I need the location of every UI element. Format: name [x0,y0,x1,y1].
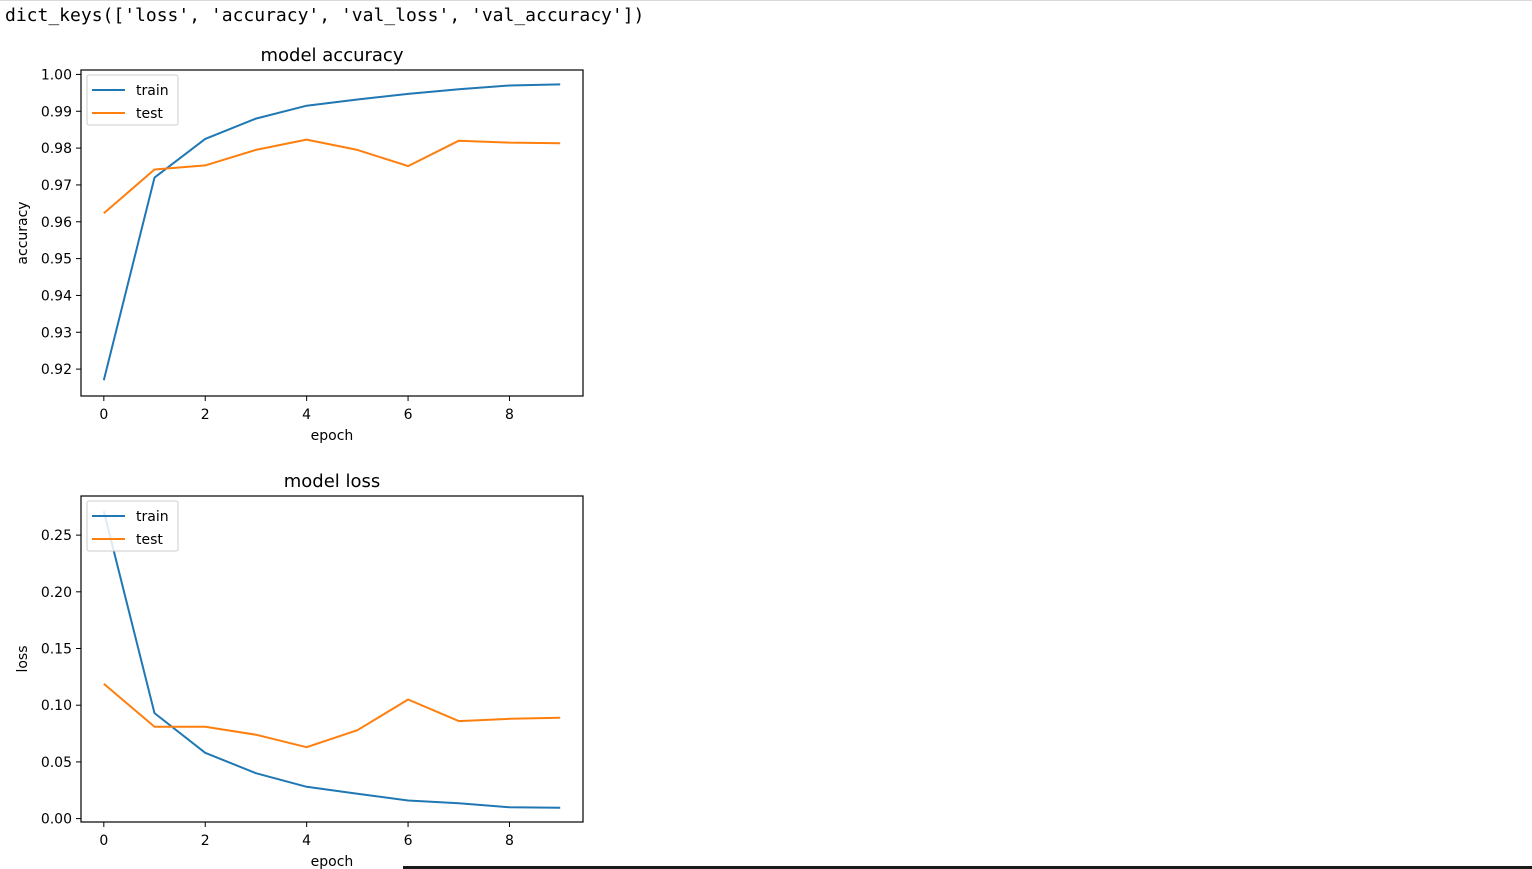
accuracy-ytick-label: 0.96 [41,215,72,231]
accuracy-ytick-label: 0.97 [41,178,72,194]
loss-xtick-label: 8 [505,833,514,849]
loss-xtick-label: 0 [99,833,108,849]
accuracy-yaxis-label: accuracy [15,201,31,264]
accuracy-legend-label-test: test [136,106,163,122]
loss-yaxis-label: loss [15,645,31,672]
loss-ytick-label: 0.05 [41,755,72,771]
accuracy-xtick-label: 4 [302,407,311,423]
loss-ytick-label: 0.10 [41,698,72,714]
accuracy-title: model accuracy [261,45,404,66]
accuracy-legend: train test [86,74,179,126]
accuracy-xaxis-label: epoch [311,428,354,444]
loss-ytick-label: 0.20 [41,585,72,601]
loss-ytick-label: 0.15 [41,642,72,658]
loss-legend-label-train: train [136,509,169,525]
loss-ytick-label: 0.00 [41,812,72,828]
loss-plot-frame [80,495,584,823]
accuracy-series-test-line [103,138,561,215]
loss-series-train-line [102,511,561,809]
accuracy-ytick-label: 0.98 [41,141,72,157]
accuracy-chart: model accuracy 0.92 0.93 0.94 0.95 0.96 0.97 0.… [15,45,584,444]
accuracy-xtick-label: 0 [99,407,108,423]
accuracy-ytick-label: 0.99 [41,104,72,120]
loss-chart: model loss 0.00 0.05 0.10 0.15 0.20 0.25 0 2 4 6 8 e… [15,471,584,869]
horizontal-scrollbar[interactable] [403,866,1532,869]
cell-output-text: dict_keys(['loss', 'accuracy', 'val_loss… [5,5,645,26]
loss-xtick-label: 4 [302,833,311,849]
cell-top-border [0,0,1532,1]
accuracy-ytick-label: 0.93 [41,325,72,341]
loss-legend-label-test: test [136,532,163,548]
accuracy-ytick-label: 0.92 [41,362,72,378]
loss-title: model loss [284,471,381,492]
accuracy-xtick-label: 6 [404,407,413,423]
accuracy-series-train-line [102,83,561,381]
loss-legend: train test [86,500,179,552]
loss-ytick-label: 0.25 [41,528,72,544]
accuracy-ytick-label: 1.00 [41,67,72,83]
loss-xtick-label: 2 [201,833,210,849]
loss-xaxis-label: epoch [311,854,354,869]
accuracy-legend-label-train: train [136,83,169,99]
loss-series-test-line [103,682,561,749]
accuracy-plot-frame [80,69,584,397]
accuracy-xtick-label: 2 [201,407,210,423]
loss-xtick-label: 6 [404,833,413,849]
accuracy-xtick-label: 8 [505,407,514,423]
accuracy-ytick-label: 0.95 [41,252,72,268]
accuracy-ytick-label: 0.94 [41,288,72,304]
